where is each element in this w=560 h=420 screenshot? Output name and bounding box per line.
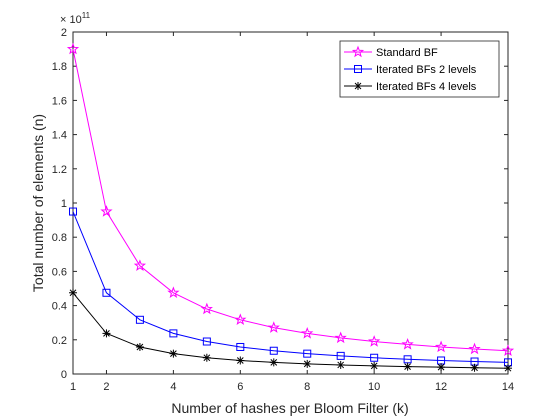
data-point [69,288,77,297]
data-point [100,205,113,217]
y-tick-label: 0.4 [52,301,67,313]
x-tick-label: 6 [237,381,243,393]
legend-marker [351,45,365,58]
x-tick-label: 14 [502,381,514,393]
x-tick-label: 2 [103,381,109,393]
y-axis-exponent: × 1011 [60,11,91,26]
x-tick-label: 1 [70,381,76,393]
data-point [66,42,80,55]
data-point [102,329,111,338]
data-point [169,349,178,358]
y-tick-label: 1.4 [52,130,67,142]
x-axis: 1 2 4 6 8 10 12 14 [70,32,514,393]
data-point [303,359,312,368]
data-point [269,346,278,355]
data-point [336,360,345,369]
legend-marker [354,82,362,90]
data-point [303,349,312,358]
data-point [135,342,144,351]
data-point [434,340,448,353]
data-point [403,362,412,371]
legend-marker [354,65,362,73]
x-tick-label: 4 [170,381,176,393]
data-point [370,353,379,362]
legend-item: Iterated BFs 2 levels [344,64,477,76]
y-tick-label: 1.6 [52,95,67,107]
y-axis: 0 0.2 0.4 0.6 0.8 1 1.2 1.4 1.6 1.8 2 [52,27,508,381]
series-2 [69,207,512,367]
y-tick-label: 1.2 [52,164,67,176]
data-point [401,337,414,350]
data-point [501,344,515,356]
series-3 [69,288,512,373]
y-tick-label: 0.6 [52,266,67,278]
y-tick-label: 0 [61,369,67,381]
data-point [334,331,347,344]
x-tick-label: 8 [304,381,310,393]
data-point [437,363,446,372]
y-tick-label: 0.8 [52,232,67,244]
x-tick-label: 12 [435,381,447,393]
series-line [72,292,509,369]
data-point [69,207,77,216]
data-point [102,288,111,297]
series-1 [66,42,515,356]
y-tick-label: 1.8 [52,61,67,73]
legend-item: Standard BF [344,45,438,59]
data-point [368,335,381,347]
legend-label: Iterated BFs 4 levels [376,81,477,93]
data-point [267,321,280,333]
y-tick-label: 2 [61,27,67,39]
data-point [200,302,213,315]
legend-box [339,40,500,98]
series-line [72,48,509,352]
data-point [202,337,211,346]
data-point [202,353,211,362]
y-axis-label: Total number of elements (n) [30,114,46,292]
data-point [504,364,512,373]
data-point [167,286,180,298]
series-layer [66,42,515,373]
data-point [234,313,247,325]
y-tick-label: 1 [61,198,67,210]
legend-label: Iterated BFs 2 levels [376,64,477,76]
data-point [236,342,245,351]
data-point [269,358,278,367]
x-tick-label: 10 [368,381,380,393]
data-point [301,326,314,339]
data-point [133,259,147,271]
data-point [236,356,245,365]
data-point [169,329,178,338]
y-tick-label: 0.2 [52,335,67,347]
legend-label: Standard BF [376,47,438,59]
data-point [370,361,379,370]
data-point [135,315,144,324]
series-line [72,211,509,363]
data-point [468,342,481,355]
legend: Standard BF Iterated BFs 2 levels Iterated… [339,40,500,98]
data-point [336,351,345,360]
data-point [470,363,479,372]
x-axis-label: Number of hashes per Bloom Filter (k) [171,400,408,416]
legend-item: Iterated BFs 4 levels [344,81,477,93]
